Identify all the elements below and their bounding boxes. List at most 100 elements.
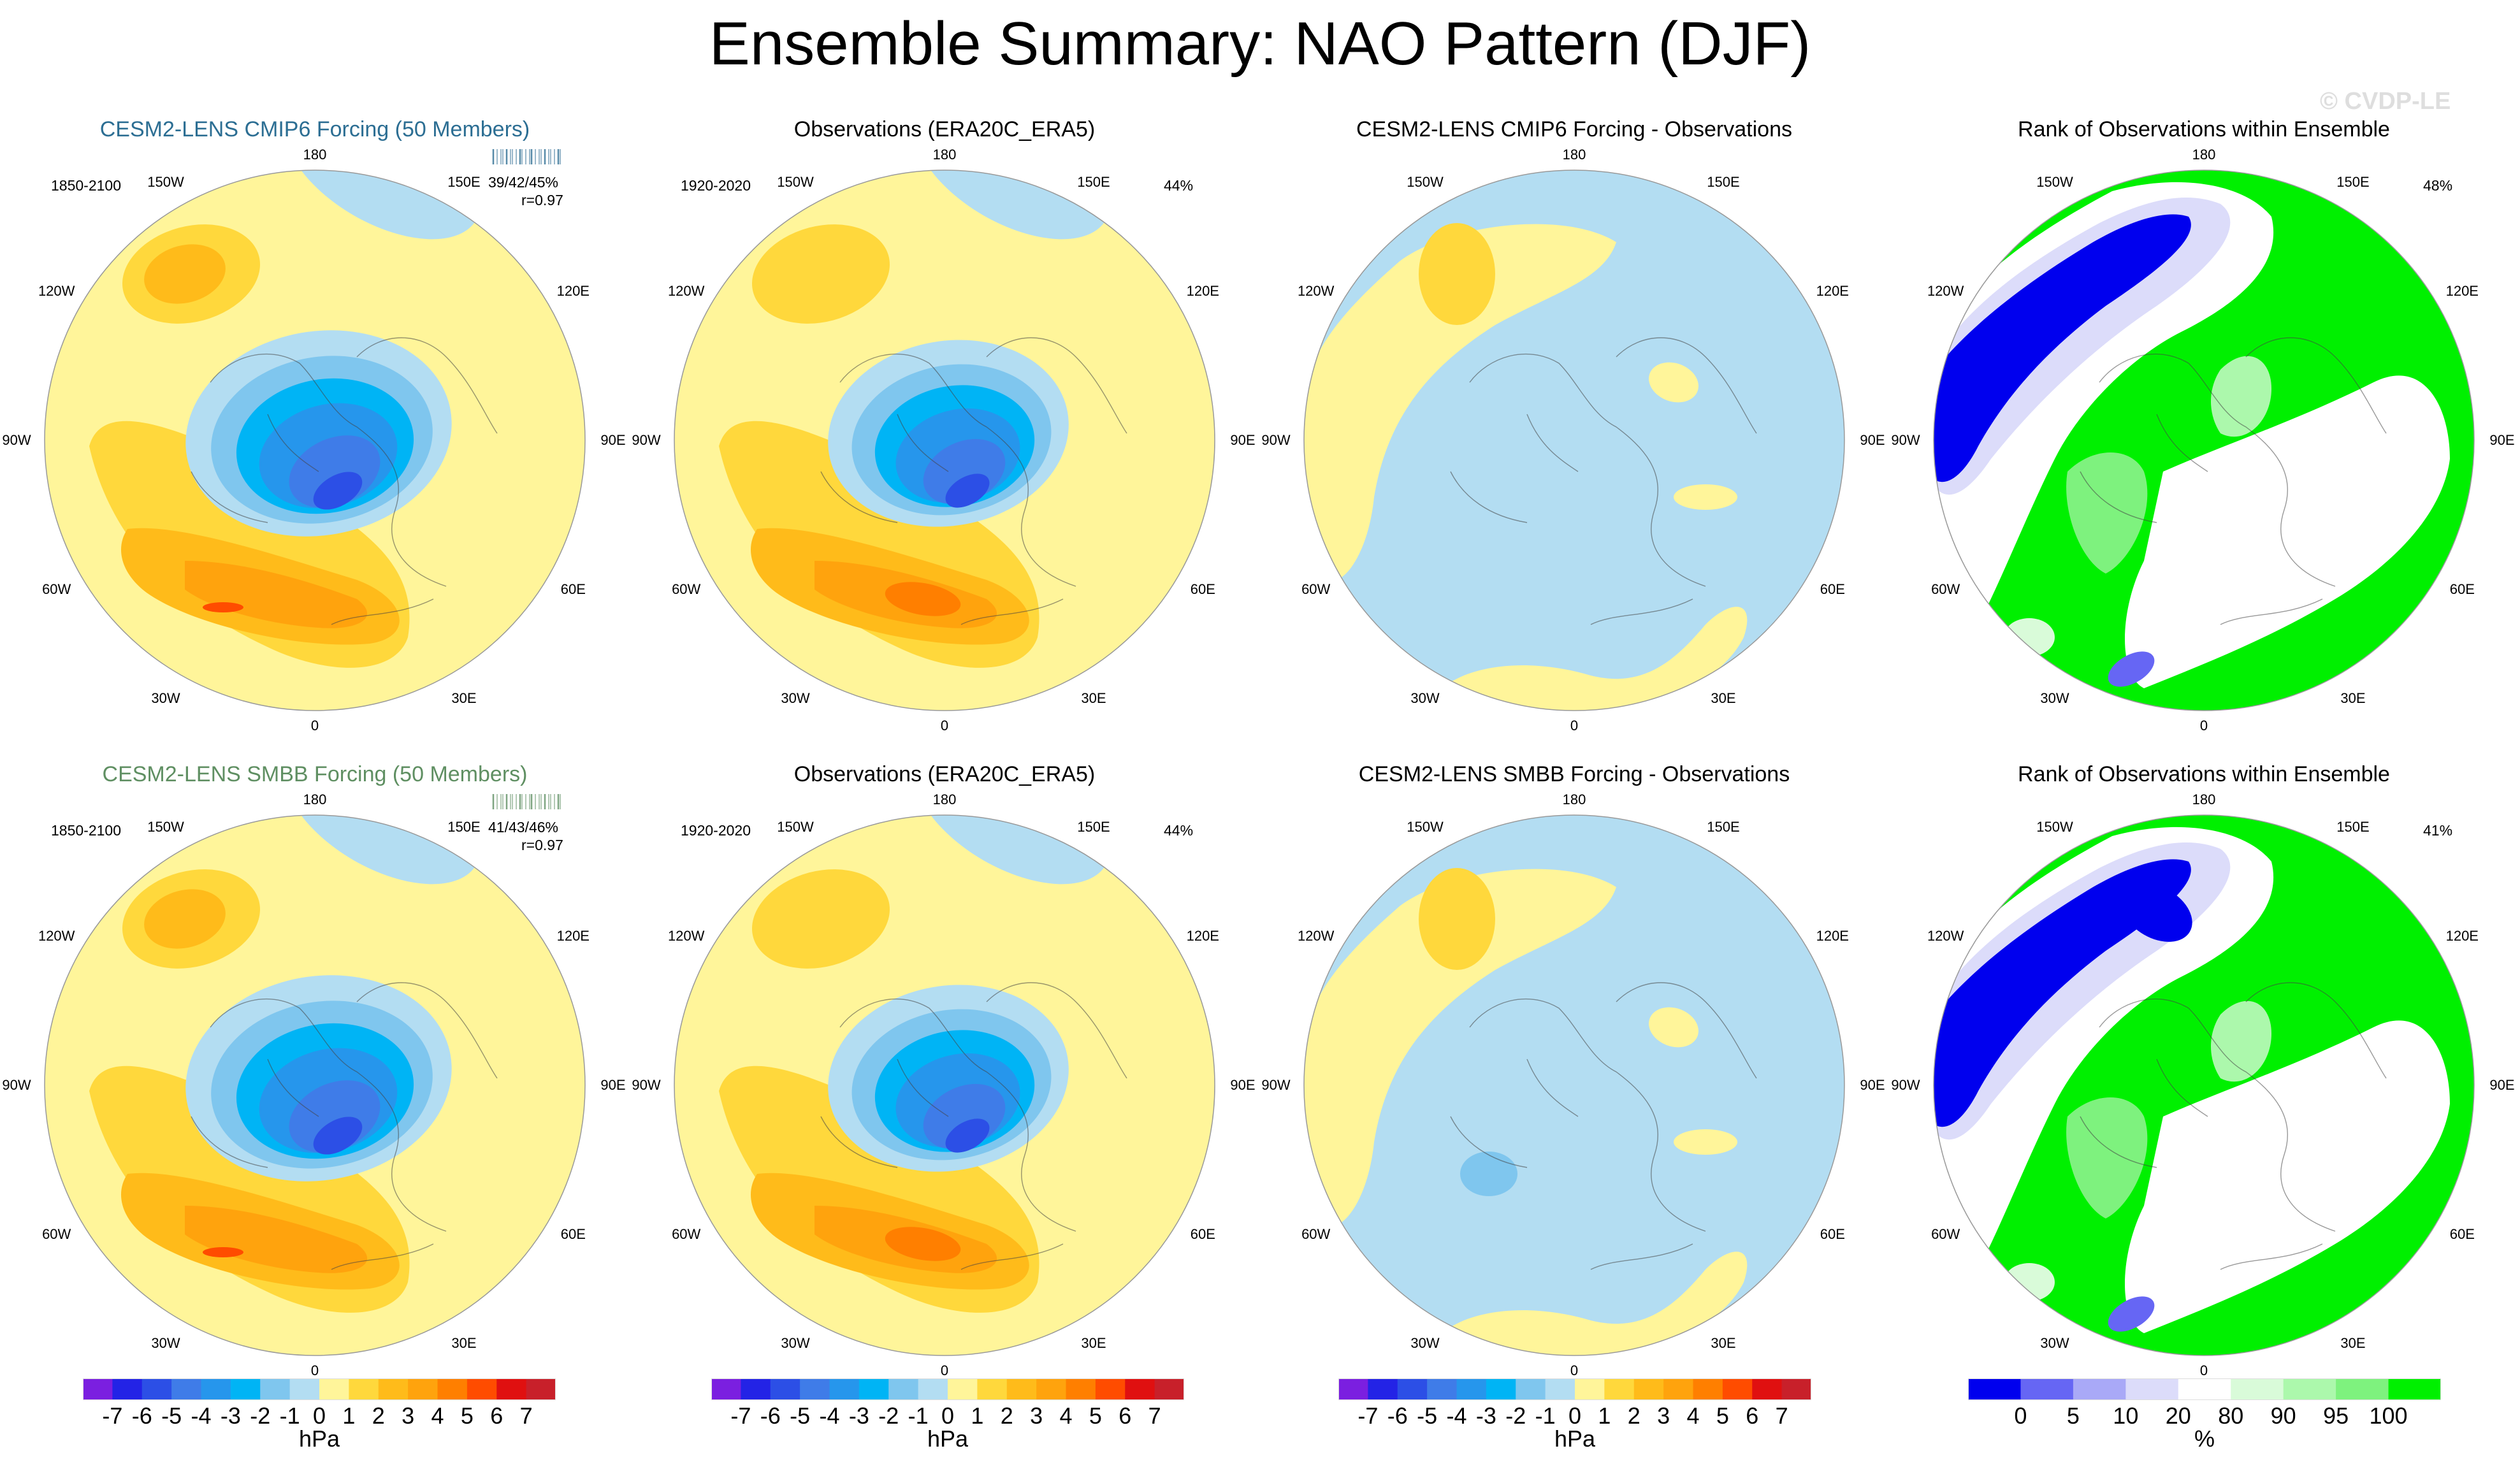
colorbar-swatch xyxy=(1781,1378,1812,1400)
contour-neg0-arctic xyxy=(914,815,1110,885)
contour-pos4-atlantic xyxy=(885,1227,961,1261)
colorbar-unit: hPa xyxy=(298,1426,340,1452)
map-panel: Observations (ERA20C_ERA5) 180 150E 120E 90E… xyxy=(630,115,1259,758)
colorbar-swatch xyxy=(2020,1378,2074,1400)
longitude-label: 180 xyxy=(303,147,327,163)
colorbar-tick-label: 3 xyxy=(1657,1403,1670,1429)
colorbar-swatch xyxy=(948,1378,978,1400)
longitude-label: 30W xyxy=(2040,1335,2069,1352)
contour-pos1-pacific xyxy=(751,224,890,324)
polar-map xyxy=(44,170,586,711)
colorbar-tick-label: -4 xyxy=(191,1403,212,1429)
colorbar-swatch xyxy=(1575,1378,1605,1400)
longitude-label: 120W xyxy=(1927,928,1964,944)
contour-pos1-pacific xyxy=(1419,868,1495,970)
colorbar-tick-label: 0 xyxy=(941,1403,955,1429)
longitude-label: 30E xyxy=(1711,690,1736,707)
contour-pos0-asia xyxy=(1649,362,1698,403)
longitude-label: 30E xyxy=(2340,690,2366,707)
map-panel: CESM2-LENS CMIP6 Forcing - Observations 1… xyxy=(1259,115,1889,758)
longitude-label: 0 xyxy=(1570,718,1579,734)
colorbar-swatch xyxy=(1545,1378,1575,1400)
colorbar-swatch xyxy=(2231,1378,2284,1400)
ensemble-range-label: 39/42/45% xyxy=(488,174,558,191)
colorbar-unit: hPa xyxy=(1554,1426,1596,1452)
colorbar-tick-label: 10 xyxy=(2113,1403,2139,1429)
longitude-label: 90E xyxy=(1860,432,1885,448)
contour-pos1-pacific xyxy=(751,869,890,969)
period-label: 1920-2020 xyxy=(681,822,751,839)
longitude-label: 180 xyxy=(932,147,957,163)
colorbar-swatch xyxy=(467,1378,497,1400)
colorbar-tick-label: -1 xyxy=(279,1403,300,1429)
longitude-label: 60W xyxy=(1301,581,1331,597)
longitude-label: 90W xyxy=(632,1077,661,1093)
contour-pos3-atlantic xyxy=(185,1206,368,1273)
longitude-label: 60E xyxy=(2449,581,2475,597)
colorbar-swatch xyxy=(918,1378,948,1400)
polar-map xyxy=(1933,170,2475,711)
contour-pos0-south xyxy=(1425,607,1748,711)
colorbar-swatch xyxy=(1604,1378,1635,1400)
contour-neg0-arctic xyxy=(284,815,481,885)
panel-title: CESM2-LENS CMIP6 Forcing - Observations xyxy=(1356,117,1792,141)
longitude-label: 150E xyxy=(447,173,481,190)
longitude-label: 30E xyxy=(1081,690,1106,707)
ensemble-range-label: 41/43/46% xyxy=(488,819,558,835)
contour-pos0-sibera xyxy=(1674,1129,1737,1155)
longitude-label: 90W xyxy=(2,1077,31,1093)
map-field xyxy=(45,815,585,1355)
colorbar-tick-label: 0 xyxy=(2014,1403,2027,1429)
colorbar-swatch xyxy=(1456,1378,1487,1400)
colorbar-tick-label: 5 xyxy=(1716,1403,1729,1429)
longitude-label: 120W xyxy=(38,283,75,299)
panel-title: Rank of Observations within Ensemble xyxy=(2018,117,2390,141)
contour-pos4-atlantic xyxy=(885,582,961,616)
colorbar-swatch xyxy=(741,1378,771,1400)
longitude-label: 60W xyxy=(1931,1226,1960,1242)
panel-title: CESM2-LENS SMBB Forcing (50 Members) xyxy=(102,762,528,786)
coastline xyxy=(2080,337,2387,625)
rank-90-east xyxy=(2211,356,2271,437)
map-field xyxy=(1934,815,2474,1355)
longitude-label: 90E xyxy=(600,432,626,448)
colorbar-swatch xyxy=(141,1378,172,1400)
pattern-stat-label: 48% xyxy=(2423,177,2453,194)
contour-neg5-low xyxy=(313,472,363,510)
map-boundary xyxy=(44,814,586,1356)
colorbar-tick-label: -7 xyxy=(102,1403,123,1429)
contour-pos0-asia xyxy=(1649,1007,1698,1048)
longitude-label: 120E xyxy=(556,283,590,299)
colorbar-swatch xyxy=(1154,1378,1185,1400)
colorbar-swatch xyxy=(201,1378,231,1400)
longitude-label: 90W xyxy=(1261,1077,1291,1093)
polar-map xyxy=(1303,170,1845,711)
pattern-correlation-label: r=0.97 xyxy=(521,192,563,208)
colorbar-tick-label: -3 xyxy=(220,1403,241,1429)
colorbar-tick-label: 5 xyxy=(460,1403,474,1429)
colorbar-tick-label: -1 xyxy=(908,1403,929,1429)
longitude-label: 120E xyxy=(2445,928,2479,944)
colorbar-tick-label: 1 xyxy=(342,1403,356,1429)
colorbar-tick-label: 4 xyxy=(1686,1403,1700,1429)
map-boundary xyxy=(1303,170,1845,711)
longitude-label: 180 xyxy=(932,791,957,807)
colorbar-tick-label: -3 xyxy=(1475,1403,1496,1429)
contour-pos2-pacific xyxy=(144,244,226,304)
map-panel: CESM2-LENS CMIP6 Forcing (50 Members) 180… xyxy=(0,115,630,758)
colorbar: 0 5 10 20 80 90 95 100% xyxy=(1968,1378,2442,1452)
contour-pos0-sibera xyxy=(1674,484,1737,510)
rank-mid-east xyxy=(2125,375,2450,688)
colorbar-swatch xyxy=(1095,1378,1126,1400)
longitude-label: 90W xyxy=(1891,432,1920,448)
longitude-label: 120E xyxy=(1186,928,1219,944)
colorbar-swatch xyxy=(2125,1378,2179,1400)
longitude-label: 30W xyxy=(151,690,180,707)
longitude-label: 60E xyxy=(560,1226,586,1242)
colorbar-tick-label: 6 xyxy=(490,1403,503,1429)
longitude-label: 120E xyxy=(1186,283,1219,299)
longitude-label: 0 xyxy=(2199,718,2208,734)
longitude-label: 150E xyxy=(2336,818,2370,835)
polar-map xyxy=(674,814,1215,1356)
rank-80-southwest xyxy=(2004,618,2055,656)
